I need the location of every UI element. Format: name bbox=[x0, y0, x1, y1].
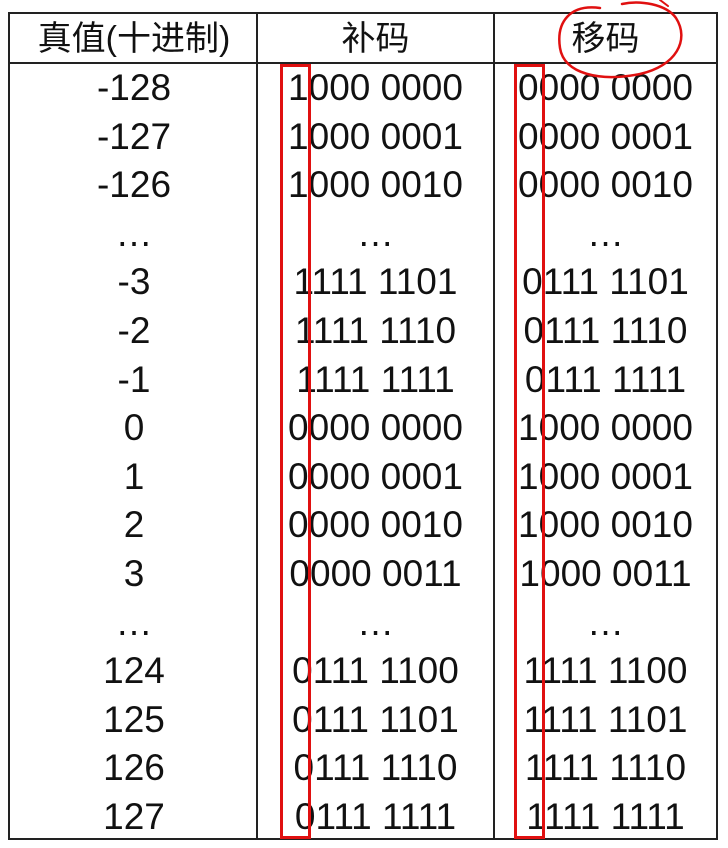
table-row: 124 0111 1100 1111 1100 bbox=[10, 647, 716, 696]
sign-bit-highlight-complement bbox=[280, 64, 311, 839]
excess-code-cell: … bbox=[587, 601, 624, 643]
true-value-cell: 1 bbox=[123, 455, 145, 497]
header-true-value: 真值(十进制) bbox=[37, 20, 231, 58]
table-row: 2 0000 0010 1000 0010 bbox=[10, 501, 716, 550]
excess-code-cell: 0111 1111 bbox=[524, 358, 687, 400]
true-value-cell: -1 bbox=[117, 358, 151, 400]
table-row: 126 0111 1110 1111 1110 bbox=[10, 744, 716, 793]
table-row: 127 0111 1111 1111 1111 bbox=[10, 793, 716, 842]
twos-complement-cell: 0000 0001 bbox=[288, 455, 463, 497]
table-row: -1 1111 1111 0111 1111 bbox=[10, 356, 716, 405]
excess-code-cell: 1000 0011 bbox=[519, 553, 692, 594]
twos-complement-cell: 0111 1111 bbox=[294, 796, 457, 837]
twos-complement-cell: 1000 0000 bbox=[288, 67, 463, 108]
table-row: 125 0111 1101 1111 1101 bbox=[10, 696, 716, 745]
table-row: 1 0000 0001 1000 0001 bbox=[10, 453, 716, 502]
header-excess-code: 移码 bbox=[571, 20, 640, 58]
excess-code-cell: 1111 1101 bbox=[523, 698, 688, 740]
true-value-cell: 127 bbox=[103, 796, 165, 837]
twos-complement-cell: 1111 1101 bbox=[293, 261, 458, 303]
excess-code-cell: 0111 1110 bbox=[523, 310, 688, 351]
twos-complement-cell: … bbox=[357, 601, 394, 643]
true-value-cell: … bbox=[115, 212, 153, 254]
table-row: -128 1000 0000 0000 0000 bbox=[10, 64, 716, 113]
sign-bit-highlight-excess bbox=[514, 64, 545, 839]
table-row: … … … bbox=[10, 599, 716, 648]
twos-complement-cell: 0000 0000 bbox=[288, 407, 463, 449]
twos-complement-cell: 0000 0011 bbox=[289, 553, 462, 594]
true-value-cell: 126 bbox=[103, 747, 165, 789]
header-twos-complement: 补码 bbox=[341, 20, 410, 58]
true-value-cell: 0 bbox=[123, 407, 145, 449]
twos-complement-cell: 1000 0010 bbox=[288, 164, 463, 206]
true-value-cell: 2 bbox=[123, 504, 145, 546]
twos-complement-cell: 0000 0010 bbox=[288, 504, 463, 546]
true-value-cell: … bbox=[115, 601, 153, 643]
twos-complement-cell: 1111 1110 bbox=[294, 310, 457, 351]
table-header-row: 真值(十进制) 补码 移码 bbox=[10, 14, 716, 64]
true-value-cell: -128 bbox=[96, 67, 172, 108]
true-value-cell: -2 bbox=[117, 310, 151, 351]
excess-code-cell: 1111 1110 bbox=[524, 747, 687, 789]
table-row: 3 0000 0011 1000 0011 bbox=[10, 550, 716, 599]
table-row: -3 1111 1101 0111 1101 bbox=[10, 258, 716, 307]
excess-code-cell: 0000 0010 bbox=[518, 164, 693, 206]
twos-complement-cell: … bbox=[357, 212, 394, 254]
excess-code-cell: 1000 0010 bbox=[518, 504, 693, 546]
excess-code-cell: 1111 1111 bbox=[526, 796, 685, 837]
true-value-cell: -126 bbox=[96, 164, 172, 206]
excess-code-cell: 0000 0001 bbox=[518, 115, 693, 157]
table-row: -126 1000 0010 0000 0010 bbox=[10, 161, 716, 210]
twos-complement-cell: 0111 1101 bbox=[292, 698, 459, 740]
twos-complement-cell: 0111 1100 bbox=[292, 650, 459, 692]
true-value-cell: -127 bbox=[96, 115, 172, 157]
column-divider bbox=[493, 14, 495, 838]
table-row: -127 1000 0001 0000 0001 bbox=[10, 113, 716, 162]
twos-complement-cell: 0111 1110 bbox=[293, 747, 458, 789]
twos-complement-cell: 1000 0001 bbox=[288, 115, 463, 157]
excess-code-cell: … bbox=[587, 212, 624, 254]
encoding-table: 真值(十进制) 补码 移码 -128 1000 0000 0000 0000 -127… bbox=[8, 12, 718, 840]
table-row: 0 0000 0000 1000 0000 bbox=[10, 404, 716, 453]
column-divider bbox=[256, 14, 258, 838]
true-value-cell: 3 bbox=[123, 553, 145, 594]
excess-code-cell: 1000 0000 bbox=[518, 407, 693, 449]
true-value-cell: 125 bbox=[103, 698, 165, 740]
table-row: -2 1111 1110 0111 1110 bbox=[10, 307, 716, 356]
excess-code-cell: 1111 1100 bbox=[523, 650, 688, 692]
true-value-cell: -3 bbox=[117, 261, 151, 303]
table-row: … … … bbox=[10, 210, 716, 259]
excess-code-cell: 0111 1101 bbox=[522, 261, 689, 303]
true-value-cell: 124 bbox=[103, 650, 165, 692]
excess-code-cell: 1000 0001 bbox=[518, 455, 693, 497]
